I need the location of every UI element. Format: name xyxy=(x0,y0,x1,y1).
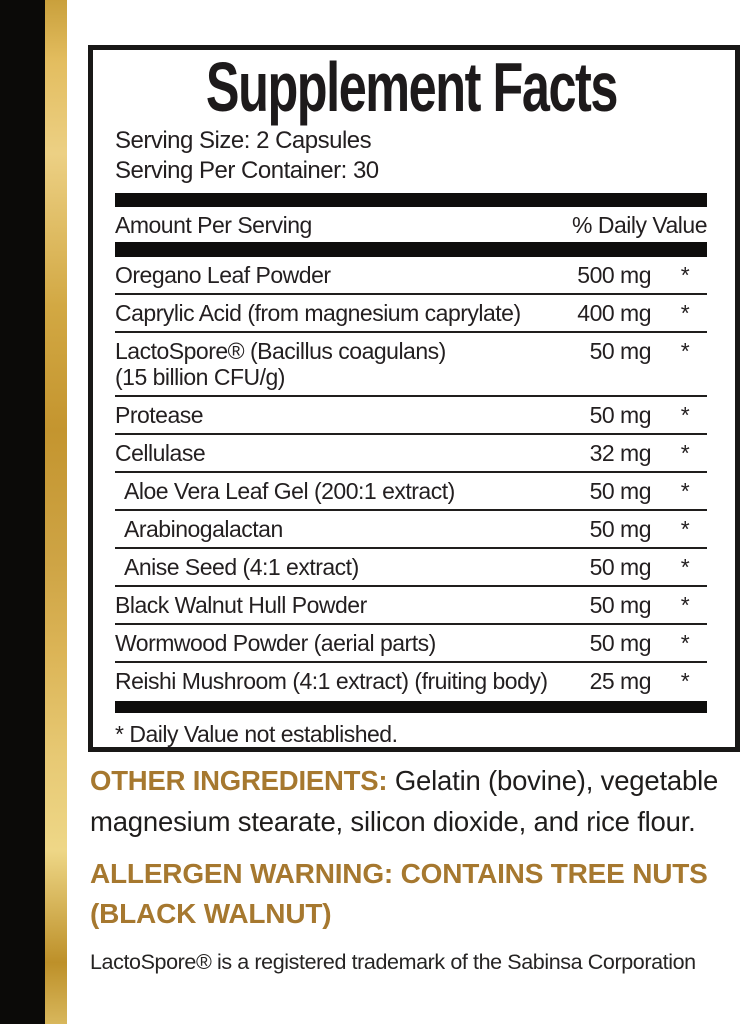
ingredient-row: Wormwood Powder (aerial parts) 50 mg * xyxy=(115,623,707,661)
ingredient-row: Reishi Mushroom (4:1 extract) (fruiting … xyxy=(115,661,707,699)
ingredient-name: Arabinogalactan xyxy=(124,516,283,542)
trademark-note: LactoSpore® is a registered trademark of… xyxy=(90,950,696,974)
daily-value-footnote: * Daily Value not established. xyxy=(115,721,398,747)
ingredient-name: Black Walnut Hull Powder xyxy=(115,592,367,618)
ingredient-row: Anise Seed (4:1 extract) 50 mg * xyxy=(115,547,707,585)
divider-bar-top xyxy=(115,193,707,207)
daily-value-asterisk: * xyxy=(680,402,690,428)
daily-value-asterisk: * xyxy=(680,668,690,694)
facts-title: Supplement Facts xyxy=(205,48,617,126)
allergen-warning-label: ALLERGEN WARNING: xyxy=(90,858,394,889)
column-header-amount: Amount Per Serving xyxy=(115,212,312,238)
ingredient-name-line2: (15 billion CFU/g) xyxy=(115,364,285,390)
ingredient-name-cell: Arabinogalactan xyxy=(115,516,551,542)
ingredient-name-cell: Wormwood Powder (aerial parts) xyxy=(115,630,551,656)
ingredient-name-cell: Anise Seed (4:1 extract) xyxy=(115,554,551,580)
daily-value-asterisk: * xyxy=(680,338,690,364)
other-ingredients-label: OTHER INGREDIENTS: xyxy=(90,765,388,796)
ingredient-name: Protease xyxy=(115,402,204,428)
ingredient-row: Aloe Vera Leaf Gel (200:1 extract) 50 mg… xyxy=(115,471,707,509)
ingredient-amount: 400 mg xyxy=(577,300,651,326)
serving-size: Serving Size: 2 Capsules xyxy=(115,127,372,154)
ingredient-name-cell: LactoSpore® (Bacillus coagulans) (15 bil… xyxy=(115,338,551,390)
ingredient-amount: 50 mg xyxy=(589,402,652,428)
ingredient-name-cell: Cellulase xyxy=(115,440,551,466)
ingredient-amount: 25 mg xyxy=(589,668,652,694)
daily-value-asterisk: * xyxy=(680,478,690,504)
column-header-daily-value: % Daily Value xyxy=(572,212,707,238)
ingredient-row: Protease 50 mg * xyxy=(115,395,707,433)
side-stripe-gold xyxy=(45,0,67,1024)
ingredient-name: Reishi Mushroom (4:1 extract) (fruiting … xyxy=(115,668,548,694)
ingredient-row: LactoSpore® (Bacillus coagulans) (15 bil… xyxy=(115,331,707,395)
ingredient-name-cell: Aloe Vera Leaf Gel (200:1 extract) xyxy=(115,478,551,504)
allergen-warning-text: CONTAINS TREE NUTS (BLACK WALNUT) xyxy=(90,858,708,929)
ingredient-amount: 50 mg xyxy=(589,516,652,542)
ingredient-name: Wormwood Powder (aerial parts) xyxy=(115,630,436,656)
ingredient-name-cell: Protease xyxy=(115,402,551,428)
ingredient-row: Oregano Leaf Powder 500 mg * xyxy=(115,257,707,293)
ingredient-name-cell: Reishi Mushroom (4:1 extract) (fruiting … xyxy=(115,668,551,694)
divider-bar-header xyxy=(115,242,707,257)
daily-value-asterisk: * xyxy=(680,440,690,466)
facts-title-wrap: Supplement Facts xyxy=(115,48,707,126)
ingredient-row: Arabinogalactan 50 mg * xyxy=(115,509,707,547)
ingredient-amount: 50 mg xyxy=(589,478,652,504)
ingredient-name: Anise Seed (4:1 extract) xyxy=(124,554,359,580)
ingredient-amount: 50 mg xyxy=(589,554,652,580)
ingredient-row: Cellulase 32 mg * xyxy=(115,433,707,471)
ingredient-name-cell: Caprylic Acid (from magnesium caprylate) xyxy=(115,300,551,326)
other-ingredients-text: Gelatin (bovine), vegetable magnesium st… xyxy=(90,765,719,837)
ingredient-amount: 50 mg xyxy=(589,338,652,364)
ingredient-amount: 50 mg xyxy=(589,592,652,618)
columns-header: Amount Per Serving % Daily Value xyxy=(115,207,707,242)
supplement-facts-panel: Supplement Facts Serving Size: 2 Capsule… xyxy=(88,45,740,752)
daily-value-asterisk: * xyxy=(680,630,690,656)
daily-value-asterisk: * xyxy=(680,262,690,288)
ingredient-name-cell: Oregano Leaf Powder xyxy=(115,262,551,288)
divider-bar-bottom xyxy=(115,701,707,713)
daily-value-asterisk: * xyxy=(680,592,690,618)
ingredient-name: Cellulase xyxy=(115,440,206,466)
daily-value-asterisk: * xyxy=(680,300,690,326)
ingredient-amount: 32 mg xyxy=(589,440,652,466)
daily-value-asterisk: * xyxy=(680,554,690,580)
ingredient-name: Oregano Leaf Powder xyxy=(115,262,331,288)
other-ingredients: OTHER INGREDIENTS: Gelatin (bovine), veg… xyxy=(90,760,750,842)
ingredient-amount: 50 mg xyxy=(589,630,652,656)
servings-per-container: Serving Per Container: 30 xyxy=(115,157,379,184)
ingredient-name: Aloe Vera Leaf Gel (200:1 extract) xyxy=(124,478,455,504)
daily-value-asterisk: * xyxy=(680,516,690,542)
ingredient-amount: 500 mg xyxy=(577,262,651,288)
ingredient-row: Caprylic Acid (from magnesium caprylate)… xyxy=(115,293,707,331)
ingredient-name: Caprylic Acid (from magnesium caprylate) xyxy=(115,300,521,326)
allergen-warning: ALLERGEN WARNING: CONTAINS TREE NUTS (BL… xyxy=(90,854,750,934)
ingredient-name: LactoSpore® (Bacillus coagulans) xyxy=(115,338,446,364)
ingredient-name-cell: Black Walnut Hull Powder xyxy=(115,592,551,618)
ingredient-rows: Oregano Leaf Powder 500 mg * Caprylic Ac… xyxy=(115,257,707,699)
ingredient-row: Black Walnut Hull Powder 50 mg * xyxy=(115,585,707,623)
side-stripe-black xyxy=(0,0,45,1024)
